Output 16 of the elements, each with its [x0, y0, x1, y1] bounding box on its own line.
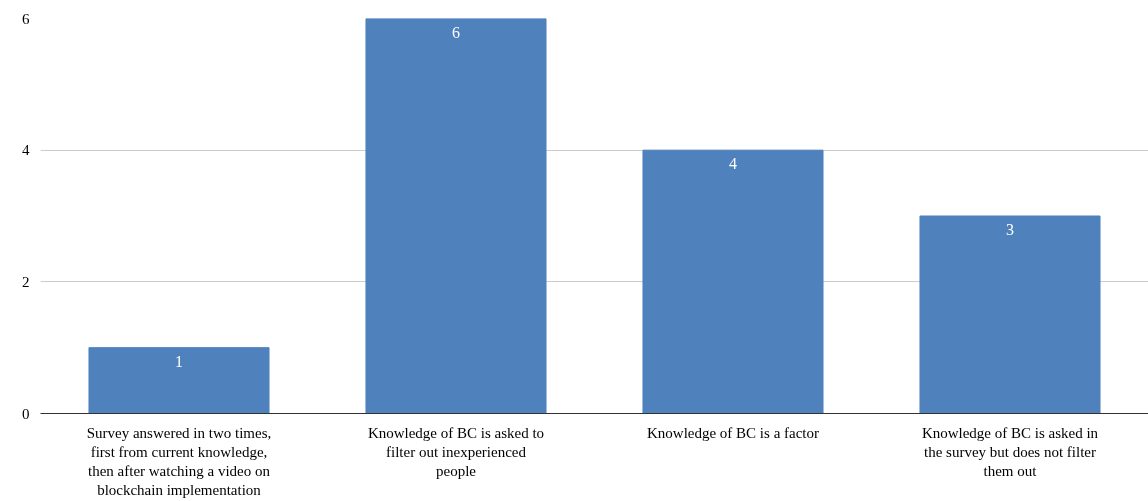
y-tick-label: 6: [22, 10, 30, 27]
data-label: 4: [729, 155, 737, 173]
y-tick-label: 0: [22, 405, 30, 422]
x-tick-label: Knowledge of BC is a factor: [646, 424, 820, 441]
bar: [88, 347, 270, 414]
x-tick-label: Knowledge of BC is asked to filter out inexperienced people: [367, 424, 545, 479]
bar: [919, 215, 1101, 414]
bar: [642, 149, 824, 414]
y-tick-label: 2: [22, 273, 30, 290]
data-label: 3: [1006, 221, 1014, 238]
data-label: 1: [175, 352, 183, 370]
bar: [365, 18, 547, 414]
x-tick-label: Survey answered in two times, first from current knowledge, then after watching a video on blockchain implementation: [86, 424, 272, 499]
data-label: 6: [452, 23, 460, 41]
x-tick-label: Knowledge of BC is asked in the survey but does not filter them out: [921, 424, 1099, 479]
y-tick-label: 4: [22, 142, 30, 159]
